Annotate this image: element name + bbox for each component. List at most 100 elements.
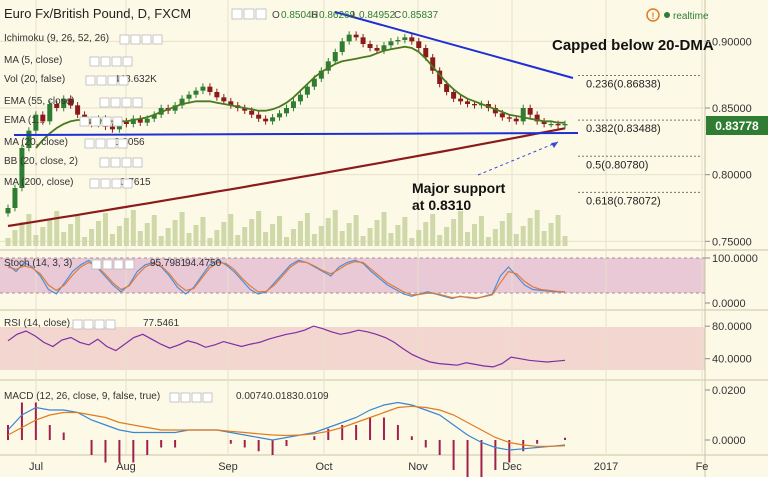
ma200-value: 0.7615: [120, 177, 151, 188]
candle-body: [123, 121, 129, 124]
legend-control-button: [96, 75, 107, 86]
resistance-trendline[interactable]: [334, 11, 574, 79]
candle-body: [458, 98, 464, 102]
legend-control-button: [132, 157, 143, 168]
volume-bar: [332, 210, 338, 246]
legend-buttons: [72, 34, 213, 403]
candle-body: [75, 105, 81, 115]
ma5-legend[interactable]: MA (5, close): [4, 55, 62, 66]
header-buttons: [231, 8, 267, 20]
volume-bar: [193, 225, 199, 246]
legend-control-button: [132, 97, 143, 108]
volume-bar: [109, 234, 115, 246]
candle-body: [242, 108, 248, 111]
legend-control-button: [99, 97, 110, 108]
volume-bar: [214, 230, 220, 246]
volume-bar: [256, 211, 262, 246]
legend-control-button: [107, 75, 118, 86]
ohlc-l-key: L: [352, 10, 358, 21]
candle-body: [33, 114, 39, 131]
candle-body: [555, 124, 561, 126]
legend-control-button: [191, 392, 202, 403]
stoch-d-line: [7, 260, 566, 299]
candle-body: [297, 94, 303, 102]
legend-control-button: [141, 34, 152, 45]
volume-bar: [151, 215, 157, 246]
legend-control-button: [100, 178, 111, 189]
ema-legend[interactable]: EMA (1...: [4, 115, 45, 126]
volume-bar: [172, 220, 178, 246]
legend-control-button: [89, 56, 100, 67]
eye-button[interactable]: [231, 8, 243, 20]
volume-bar: [61, 232, 67, 246]
candle-body: [430, 57, 436, 71]
fib-layer: 0.236(0.86838) 0.382(0.83488) 0.5(0.80780)…: [578, 74, 700, 207]
volume-bar: [96, 221, 102, 246]
candle-body: [172, 105, 178, 111]
volume-bar: [492, 229, 498, 246]
legend-control-button: [79, 116, 90, 127]
stoch-legend[interactable]: Stoch (14, 3, 3): [4, 258, 72, 269]
candle-body: [54, 104, 60, 108]
volume-bar: [263, 232, 269, 246]
time-tick-label: Oct: [315, 461, 332, 473]
candle-body: [499, 113, 505, 118]
legend-control-button: [111, 56, 122, 67]
macd-value: 0.0074: [236, 391, 267, 402]
volume-bar: [311, 234, 317, 246]
realtime-label: realtime: [673, 11, 709, 22]
time-tick-label: Fe: [696, 461, 709, 473]
volume-bar: [130, 210, 136, 246]
ma20-legend[interactable]: MA (20, close): [4, 137, 68, 148]
ma200-legend[interactable]: MA (200, close): [4, 177, 73, 188]
volume-bar: [137, 231, 143, 246]
legend-control-button: [202, 392, 213, 403]
candle-body: [541, 121, 547, 124]
ohlc-h-key: H: [311, 10, 318, 21]
volume-bar: [290, 229, 296, 246]
candle-body: [186, 94, 192, 99]
legend-control-button: [83, 319, 94, 330]
candle-body: [471, 104, 477, 106]
sub-tick-label: 0.0000: [712, 298, 746, 310]
remove-button[interactable]: [255, 8, 267, 20]
volume-bar: [200, 217, 206, 246]
candle-body: [40, 114, 46, 122]
volume-bar: [179, 212, 185, 246]
fib-level-label: 0.618(0.78072): [586, 195, 661, 207]
volume-bar: [158, 236, 164, 246]
volume-bar: [12, 230, 18, 246]
ohlc-l-value: 0.84952: [359, 10, 396, 21]
volume-bar: [82, 237, 88, 246]
ichimoku-legend[interactable]: Ichimoku (9, 26, 52, 26): [4, 33, 109, 44]
settings-button[interactable]: [243, 8, 255, 20]
exclamation-circle-icon[interactable]: [646, 8, 660, 22]
sub-tick-label: 0.0000: [712, 435, 746, 447]
candle-body: [277, 113, 283, 118]
bb-legend[interactable]: BB (20, close, 2): [4, 156, 78, 167]
legend-control-button: [84, 138, 95, 149]
candle-body: [353, 34, 359, 38]
support-trendline[interactable]: [13, 132, 579, 136]
vol-legend[interactable]: Vol (20, false): [4, 74, 65, 85]
volume-bar: [207, 238, 213, 246]
candle-body: [19, 148, 25, 188]
fib-level-label: 0.382(0.83488): [586, 123, 661, 135]
candle-body: [130, 118, 136, 124]
volume-bar: [458, 211, 464, 246]
volume-bar: [221, 222, 227, 246]
rsi-legend[interactable]: RSI (14, close): [4, 318, 70, 329]
candle-body: [416, 41, 422, 48]
macd-legend[interactable]: MACD (12, 26, close, 9, false, true): [4, 391, 160, 402]
time-tick-label: Dec: [502, 461, 522, 473]
support-level-annotation: at 0.8310: [412, 197, 471, 213]
legend-control-button: [122, 178, 133, 189]
signal-value: 0.0183: [267, 391, 298, 402]
ema55-legend[interactable]: EMA (55, close): [4, 96, 75, 107]
candle-body: [423, 48, 429, 58]
support-arrowhead: [551, 142, 558, 148]
legend-control-button: [118, 75, 129, 86]
volume-bar: [270, 224, 276, 246]
candle-body: [311, 78, 317, 87]
